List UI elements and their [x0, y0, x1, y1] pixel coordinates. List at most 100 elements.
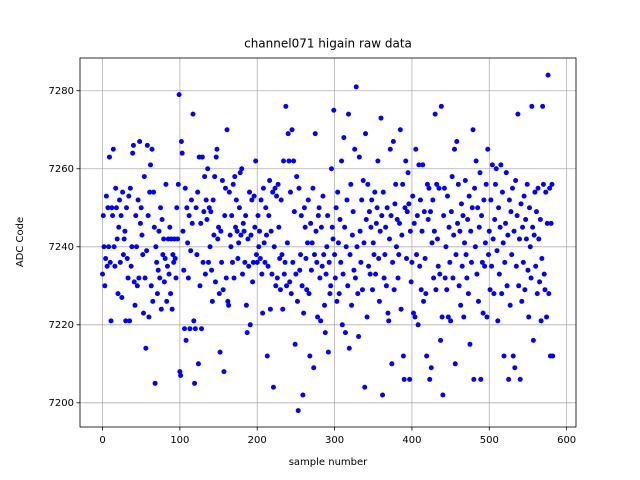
point — [151, 224, 157, 230]
point — [229, 213, 235, 219]
point — [370, 240, 376, 246]
point — [238, 232, 244, 238]
point — [245, 236, 251, 242]
point — [353, 84, 359, 90]
point — [293, 271, 299, 277]
point — [487, 287, 493, 293]
point — [450, 275, 456, 281]
point — [490, 236, 496, 242]
point — [188, 248, 194, 254]
point — [264, 232, 270, 238]
point — [285, 131, 291, 137]
point — [130, 142, 136, 148]
point — [145, 213, 151, 219]
point — [532, 189, 538, 195]
point — [279, 252, 285, 258]
point — [168, 291, 174, 297]
point — [376, 298, 382, 304]
point — [390, 259, 396, 265]
point — [207, 244, 213, 250]
point — [541, 271, 547, 277]
point — [402, 205, 408, 211]
axes-frame — [79, 57, 577, 428]
point — [350, 209, 356, 215]
point — [143, 345, 149, 351]
point — [236, 240, 242, 246]
point — [104, 263, 110, 269]
point — [343, 244, 349, 250]
point — [415, 322, 421, 328]
point — [221, 369, 227, 375]
point — [257, 228, 263, 234]
point — [438, 337, 444, 343]
point — [250, 259, 256, 265]
point — [188, 197, 194, 203]
point — [253, 158, 259, 164]
point — [240, 220, 246, 226]
point — [117, 259, 123, 265]
point — [220, 287, 226, 293]
point — [317, 275, 323, 281]
point — [378, 115, 384, 121]
point — [377, 228, 383, 234]
point — [455, 220, 461, 226]
point — [204, 216, 210, 222]
point — [160, 252, 166, 258]
point — [274, 275, 280, 281]
point — [216, 291, 222, 297]
point — [366, 209, 372, 215]
point — [357, 228, 363, 234]
point — [509, 185, 515, 191]
point — [106, 244, 112, 250]
point — [300, 392, 306, 398]
point — [133, 213, 139, 219]
point — [233, 224, 239, 230]
x-tick-label: 100 — [170, 435, 189, 446]
point — [162, 255, 168, 261]
point — [244, 330, 250, 336]
point — [332, 275, 338, 281]
point — [363, 216, 369, 222]
point — [281, 271, 287, 277]
point — [330, 236, 336, 242]
point — [466, 193, 472, 199]
point — [472, 244, 478, 250]
point — [277, 255, 283, 261]
point — [267, 177, 273, 183]
point — [274, 193, 280, 199]
point — [120, 252, 126, 258]
point — [517, 376, 523, 382]
point — [246, 189, 252, 195]
point — [352, 275, 358, 281]
point — [226, 302, 232, 308]
point — [407, 228, 413, 234]
point — [192, 380, 198, 386]
point — [173, 275, 179, 281]
point — [516, 236, 522, 242]
grid — [80, 58, 576, 427]
point — [453, 252, 459, 258]
point — [129, 244, 135, 250]
point — [383, 224, 389, 230]
point — [212, 174, 218, 180]
point — [482, 263, 488, 269]
point — [451, 232, 457, 238]
point — [138, 205, 144, 211]
point — [432, 111, 438, 117]
point — [537, 279, 543, 285]
point — [379, 213, 385, 219]
point — [437, 271, 443, 277]
point — [103, 193, 109, 199]
point — [319, 263, 325, 269]
point — [531, 232, 537, 238]
point — [527, 205, 533, 211]
point — [228, 244, 234, 250]
point — [496, 205, 502, 211]
point — [158, 306, 164, 312]
point — [344, 197, 350, 203]
point — [417, 197, 423, 203]
point — [192, 326, 198, 332]
point — [492, 216, 498, 222]
point — [442, 275, 448, 281]
